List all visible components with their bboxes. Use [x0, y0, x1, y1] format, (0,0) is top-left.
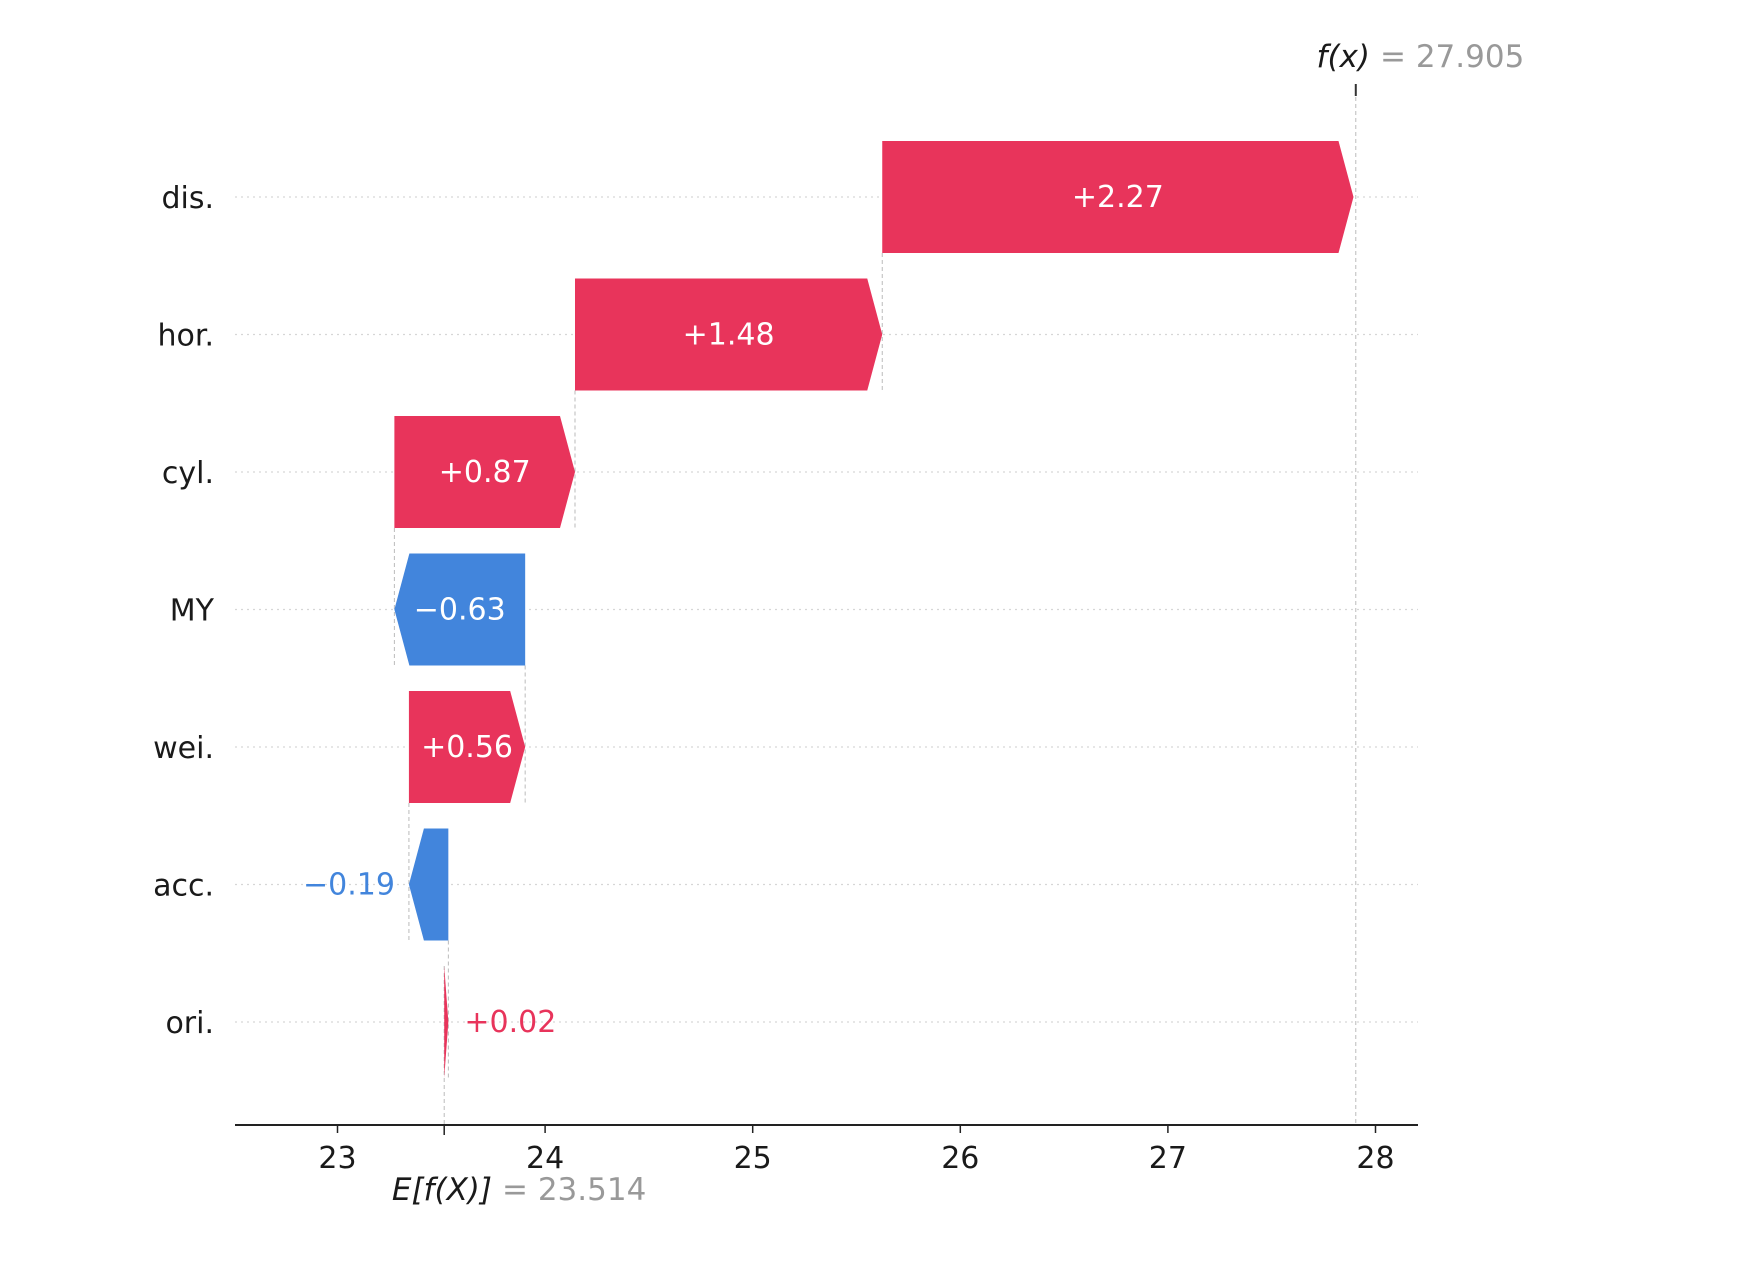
bar [394, 416, 575, 528]
bar-value-label: +1.48 [683, 318, 775, 353]
base-value-label: = 23.514 [502, 1172, 646, 1208]
bars-group: +2.27 +1.48 +0.87 −0.63 +0.56 −0.19 +0.02 [303, 141, 1354, 1078]
bar-value-label: +2.27 [1072, 180, 1164, 215]
bar [882, 141, 1354, 253]
x-axis: 23 24 25 26 27 28 [235, 1124, 1418, 1176]
base-label: E[f(X)] [392, 1172, 492, 1208]
output-label: f(x) [1317, 39, 1370, 75]
bar-value-label: −0.63 [414, 593, 506, 628]
bar [408, 691, 526, 803]
feature-label: cyl. [162, 456, 214, 491]
x-tick-label: 24 [526, 1141, 564, 1176]
x-tick-label: 26 [941, 1141, 979, 1176]
feature-label: wei. [153, 731, 214, 766]
bar [408, 828, 449, 941]
bar [394, 553, 526, 666]
output-value-label: = 27.905 [1380, 39, 1524, 75]
feature-labels: dis. hor. cyl. MY wei. acc. ori. [153, 181, 215, 1041]
x-tick-label: 23 [318, 1141, 356, 1176]
bar [444, 966, 449, 1078]
feature-label: ori. [165, 1006, 214, 1041]
feature-label: acc. [153, 869, 214, 904]
expected-and-output-annotations: f(x) = 27.905 E[f(X)] = 23.514 [392, 39, 1524, 1208]
feature-label: MY [170, 594, 215, 629]
feature-label: hor. [158, 319, 214, 354]
x-tick-label: 25 [734, 1141, 772, 1176]
bar [574, 278, 883, 391]
x-tick-label: 27 [1149, 1141, 1187, 1176]
bar-value-label: +0.02 [464, 1005, 556, 1040]
x-tick-label: 28 [1356, 1141, 1394, 1176]
bar-value-label: +0.56 [421, 730, 513, 765]
feature-label: dis. [161, 181, 214, 216]
bar-value-label: +0.87 [439, 455, 531, 490]
bar-value-label: −0.19 [303, 868, 395, 903]
